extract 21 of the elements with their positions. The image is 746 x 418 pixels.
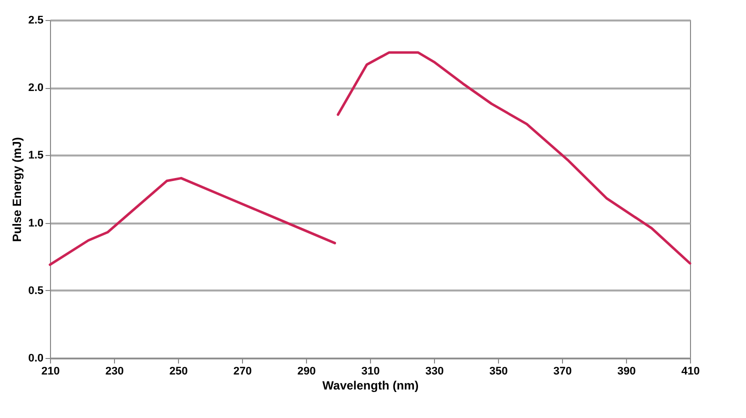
y-tick-label: 1.5 [28,150,44,162]
y-axis-title: Pulse Energy (mJ) [10,137,24,242]
x-tick-label: 370 [553,366,572,378]
x-axis-title: Wavelength (nm) [322,378,419,392]
y-tick-label: 2.5 [28,14,44,26]
x-tick-label: 210 [41,366,60,378]
line-series [336,51,692,265]
x-tick-label: 330 [425,366,444,378]
y-tick-label: 0.0 [28,352,44,364]
y-tick-label: 2.0 [28,82,44,94]
x-tick-label: 350 [489,366,508,378]
x-tick-label: 290 [297,366,316,378]
x-tick-label: 250 [169,366,188,378]
x-tick-label: 270 [233,366,252,378]
x-tick-label: 230 [105,366,124,378]
x-tick-label: 310 [361,366,380,378]
line-series [48,176,336,266]
y-tick-label: 1.0 [28,217,44,230]
x-tick-label: 410 [681,366,700,378]
y-tick-label: 0.5 [28,284,44,297]
x-tick-label: 390 [617,366,636,378]
